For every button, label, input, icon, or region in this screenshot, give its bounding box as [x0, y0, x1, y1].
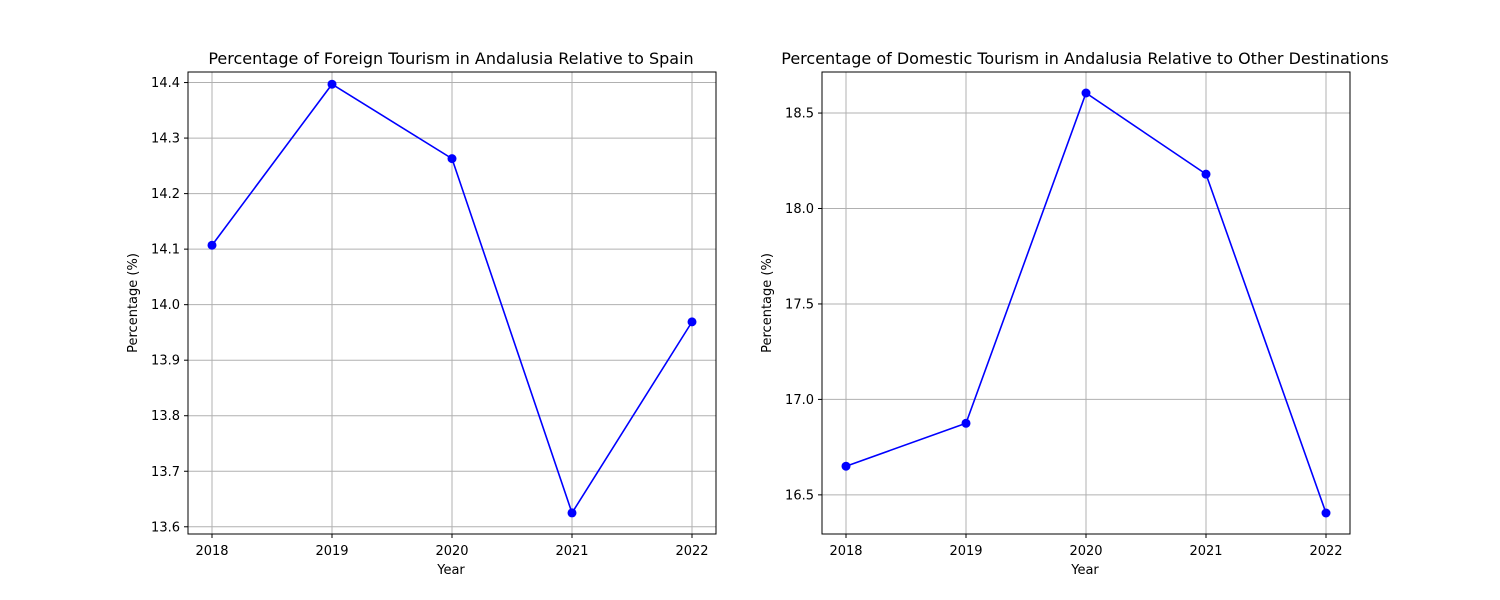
chart-domestic-tourism: Percentage of Domestic Tourism in Andalu…	[760, 49, 1389, 578]
y-axis-label: Percentage (%)	[760, 253, 775, 353]
y-tick-label: 18.5	[785, 107, 814, 122]
y-tick-label: 18.0	[785, 202, 814, 217]
data-point	[447, 154, 457, 164]
data-point	[841, 461, 851, 471]
plot-frame	[821, 71, 1351, 535]
chart-title: Percentage of Foreign Tourism in Andalus…	[208, 49, 693, 68]
x-tick-label: 2021	[1189, 544, 1222, 559]
x-tick-label: 2020	[1069, 544, 1102, 559]
x-tick-label: 2019	[315, 544, 348, 559]
data-point	[567, 508, 577, 518]
data-point	[1201, 169, 1211, 179]
data-point	[687, 317, 697, 327]
data-point	[1321, 508, 1331, 518]
data-point	[207, 240, 217, 250]
x-axis-label: Year	[436, 563, 465, 578]
x-tick-label: 2022	[1309, 544, 1342, 559]
y-tick-label: 17.5	[785, 297, 814, 312]
y-tick-label: 17.0	[785, 393, 814, 408]
data-point	[327, 79, 337, 89]
y-tick-label: 14.3	[151, 132, 180, 147]
y-tick-label: 16.5	[785, 488, 814, 503]
chart-title: Percentage of Domestic Tourism in Andalu…	[781, 49, 1389, 68]
y-tick-label: 14.4	[151, 76, 180, 91]
plot-frame	[187, 71, 717, 535]
x-tick-label: 2021	[555, 544, 588, 559]
y-tick-label: 13.7	[151, 465, 180, 480]
chart-foreign-tourism: Percentage of Foreign Tourism in Andalus…	[126, 49, 717, 578]
y-tick-label: 14.1	[151, 243, 180, 258]
y-axis-label: Percentage (%)	[126, 253, 141, 353]
x-tick-label: 2018	[195, 544, 228, 559]
x-tick-label: 2018	[829, 544, 862, 559]
x-tick-label: 2022	[675, 544, 708, 559]
y-tick-label: 13.6	[151, 520, 180, 535]
data-point	[961, 418, 971, 428]
x-tick-label: 2019	[949, 544, 982, 559]
y-tick-label: 13.9	[151, 354, 180, 369]
y-tick-label: 14.0	[151, 298, 180, 313]
data-point	[1081, 88, 1091, 98]
x-tick-label: 2020	[435, 544, 468, 559]
x-axis-label: Year	[1070, 563, 1099, 578]
y-tick-label: 13.8	[151, 409, 180, 424]
y-tick-label: 14.2	[151, 187, 180, 202]
